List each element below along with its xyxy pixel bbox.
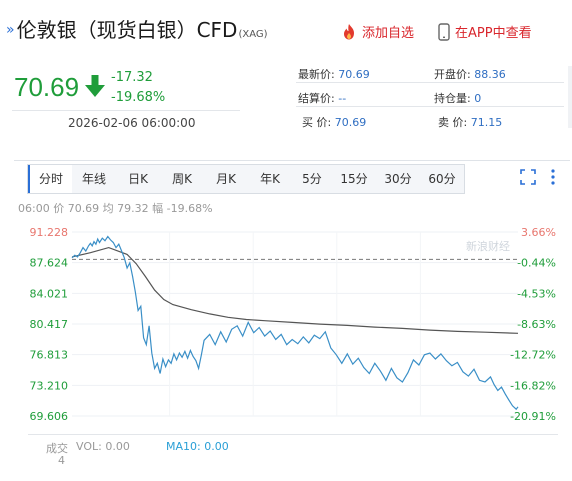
add-watchlist-label: 添加自选 — [362, 26, 415, 41]
stat-buy: 买 价: 70.69 — [302, 116, 367, 129]
tab-day-k[interactable]: 日K — [128, 172, 148, 186]
divider — [12, 110, 240, 111]
chart-panel — [14, 160, 570, 481]
tab-15min[interactable]: 15分 — [340, 172, 368, 186]
quote-datetime: 2026-02-06 06:00:00 — [68, 116, 196, 130]
title-mark-icon: » — [6, 22, 15, 38]
view-in-app-label: 在APP中查看 — [455, 26, 532, 41]
tab-30min[interactable]: 30分 — [384, 172, 412, 186]
tab-month-k[interactable]: 月K — [216, 172, 236, 186]
scroll-edge — [568, 66, 572, 128]
percent-tick-label: -0.44% — [517, 257, 556, 270]
period-tabs: 分时 年线 日K 周K 月K 年K 5分 15分 30分 60分 — [27, 164, 465, 194]
price-tick-label: 69.606 — [30, 410, 69, 423]
tab-5min[interactable]: 5分 — [302, 172, 322, 186]
instrument-name: 伦敦银（现货白银）CFD — [16, 18, 238, 42]
cursor-info-line: 06:00 价 70.69 均 79.32 幅 -19.68% — [18, 202, 213, 215]
stat-latest: 最新价: 70.69 — [298, 68, 370, 81]
current-price: 70.69 — [14, 72, 80, 102]
watermark: 新浪财经 — [466, 239, 510, 253]
stat-sell: 卖 价: 71.15 — [438, 116, 503, 129]
average-price-line — [71, 246, 519, 334]
price-tick-label: 80.417 — [30, 318, 69, 331]
stat-open: 开盘价: 88.36 — [434, 68, 506, 81]
chart-grid — [72, 231, 518, 417]
add-watchlist-button[interactable]: 添加自选 — [340, 22, 414, 41]
divider — [28, 434, 558, 435]
percent-tick-label: -12.72% — [510, 349, 556, 362]
percent-tick-label: -8.63% — [517, 318, 556, 331]
volume-value: VOL: 0.00 — [76, 440, 130, 453]
percent-axis: 3.66% -0.44% -4.53% -8.63% -12.72% -16.82% -20… — [510, 226, 556, 423]
tab-60min[interactable]: 60分 — [428, 172, 456, 186]
price-axis: 91.228 87.624 84.021 80.417 76.813 73.210 69.6… — [30, 226, 69, 423]
instrument-title: » 伦敦银（现货白银）CFD(XAG) — [6, 14, 268, 43]
phone-icon — [438, 22, 450, 41]
view-in-app-button[interactable]: 在APP中查看 — [437, 22, 532, 41]
percent-tick-label: 3.66% — [521, 226, 556, 239]
percent-tick-label: -20.91% — [510, 410, 556, 423]
price-line — [71, 235, 519, 411]
price-tick-label: 84.021 — [30, 287, 69, 300]
tab-year-k[interactable]: 年K — [260, 172, 280, 186]
price-tick-label: 76.813 — [30, 349, 69, 362]
instrument-code: (XAG) — [238, 29, 268, 40]
volume-ma10: MA10: 0.00 — [166, 440, 229, 453]
more-options-icon[interactable] — [546, 168, 560, 186]
tab-year-line[interactable]: 年线 — [81, 172, 106, 186]
volume-label: 成交 — [46, 442, 68, 455]
price-tick-label: 73.210 — [30, 379, 69, 392]
intraday-chart[interactable]: 新浪财经 91.228 87.624 84.021 80.417 76.813 73.21… — [28, 226, 558, 424]
price-change-percent: -19.68% — [111, 90, 166, 105]
divider — [296, 106, 564, 107]
flame-icon — [344, 23, 354, 39]
price-change: -17.32 — [111, 70, 153, 85]
tab-week-k[interactable]: 周K — [172, 172, 192, 186]
divider — [296, 82, 564, 83]
percent-tick-label: -4.53% — [517, 287, 556, 300]
percent-tick-label: -16.82% — [510, 379, 556, 392]
stat-open-interest: 持仓量: 0 — [434, 92, 482, 105]
price-tick-label: 91.228 — [30, 226, 69, 239]
down-arrow-icon — [85, 75, 105, 97]
fullscreen-icon[interactable] — [519, 168, 537, 186]
price-tick-label: 87.624 — [30, 257, 69, 270]
stat-settle: 结算价: -- — [298, 92, 347, 105]
volume-axis-value: 4 — [58, 454, 65, 467]
tab-intraday[interactable]: 分时 — [28, 165, 72, 193]
